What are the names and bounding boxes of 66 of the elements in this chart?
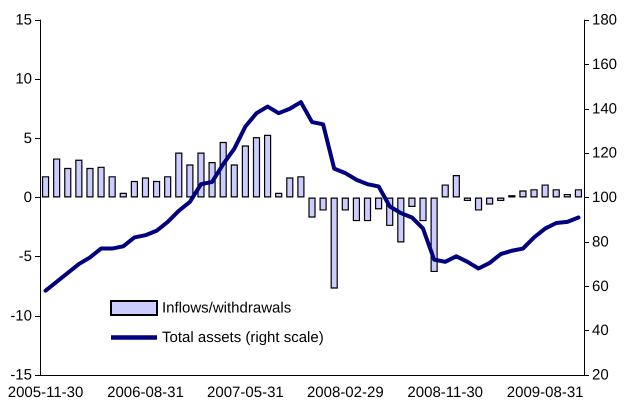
bar: [308, 198, 316, 218]
y2-tick-label: 40: [592, 322, 609, 340]
bar: [130, 180, 138, 198]
bar: [75, 160, 82, 198]
bar: [252, 137, 260, 198]
y2-tick-label: 160: [592, 56, 618, 73]
bar: [352, 198, 360, 222]
y-tick-label: 5: [24, 130, 32, 147]
bar: [552, 189, 560, 198]
x-tick-label: 2007-05-31: [207, 384, 284, 401]
bar: [152, 180, 160, 198]
x-tick-label: 2008-02-29: [306, 384, 384, 401]
bar: [574, 189, 582, 198]
y-tick-label: -15: [10, 366, 32, 384]
bar: [519, 190, 527, 198]
bar: [53, 158, 60, 198]
bar: [120, 192, 127, 198]
bar: [375, 198, 382, 210]
bar: [64, 168, 72, 198]
y2-tick-label: 180: [592, 12, 618, 28]
x-tick-label: 2005-11-30: [8, 384, 84, 401]
x-tick-label: 2006-08-31: [107, 384, 184, 401]
bar: [108, 176, 116, 198]
bar: [530, 189, 538, 198]
bar: [464, 198, 472, 202]
bar: [497, 198, 504, 202]
bar: [364, 198, 372, 222]
bar: [230, 164, 238, 198]
bar: [342, 198, 349, 211]
bar: [542, 184, 549, 198]
bar: [275, 192, 282, 198]
bar: [164, 176, 172, 198]
y-tick-label: -10: [10, 307, 32, 324]
y-tick-label: 0: [24, 189, 32, 206]
y2-tick-label: 80: [592, 233, 609, 250]
x-tick-label: 2009-08-31: [506, 384, 584, 401]
bar: [408, 198, 416, 207]
bar: [486, 198, 494, 205]
bar: [286, 177, 294, 198]
bar: [474, 198, 482, 211]
bar: [419, 198, 427, 222]
bar: [175, 152, 182, 198]
y-tick-label: -5: [18, 248, 32, 266]
bar: [319, 198, 327, 211]
bar: [86, 168, 94, 198]
line-series: [44, 100, 580, 293]
x-tick-label: 2008-11-30: [407, 384, 484, 401]
y-tick-label: 15: [15, 12, 32, 28]
bar: [452, 175, 460, 198]
bar: [297, 176, 305, 198]
bar: [97, 166, 105, 198]
y2-tick-label: 140: [592, 100, 618, 118]
legend-label: Total assets (right scale): [162, 329, 324, 346]
y2-tick-label: 20: [592, 366, 609, 384]
y2-tick-label: 120: [592, 144, 618, 162]
legend-label: Inflows/withdrawals: [162, 300, 292, 316]
bar: [264, 134, 272, 198]
y2-tick-label: 60: [592, 278, 609, 295]
bar: [330, 198, 338, 289]
bar: [186, 164, 194, 198]
y2-tick-label: 100: [592, 189, 618, 206]
bar: [564, 194, 571, 198]
bar: [442, 184, 449, 198]
bar: [242, 145, 249, 198]
bar: [142, 177, 150, 198]
y-tick-label: 10: [15, 70, 32, 88]
